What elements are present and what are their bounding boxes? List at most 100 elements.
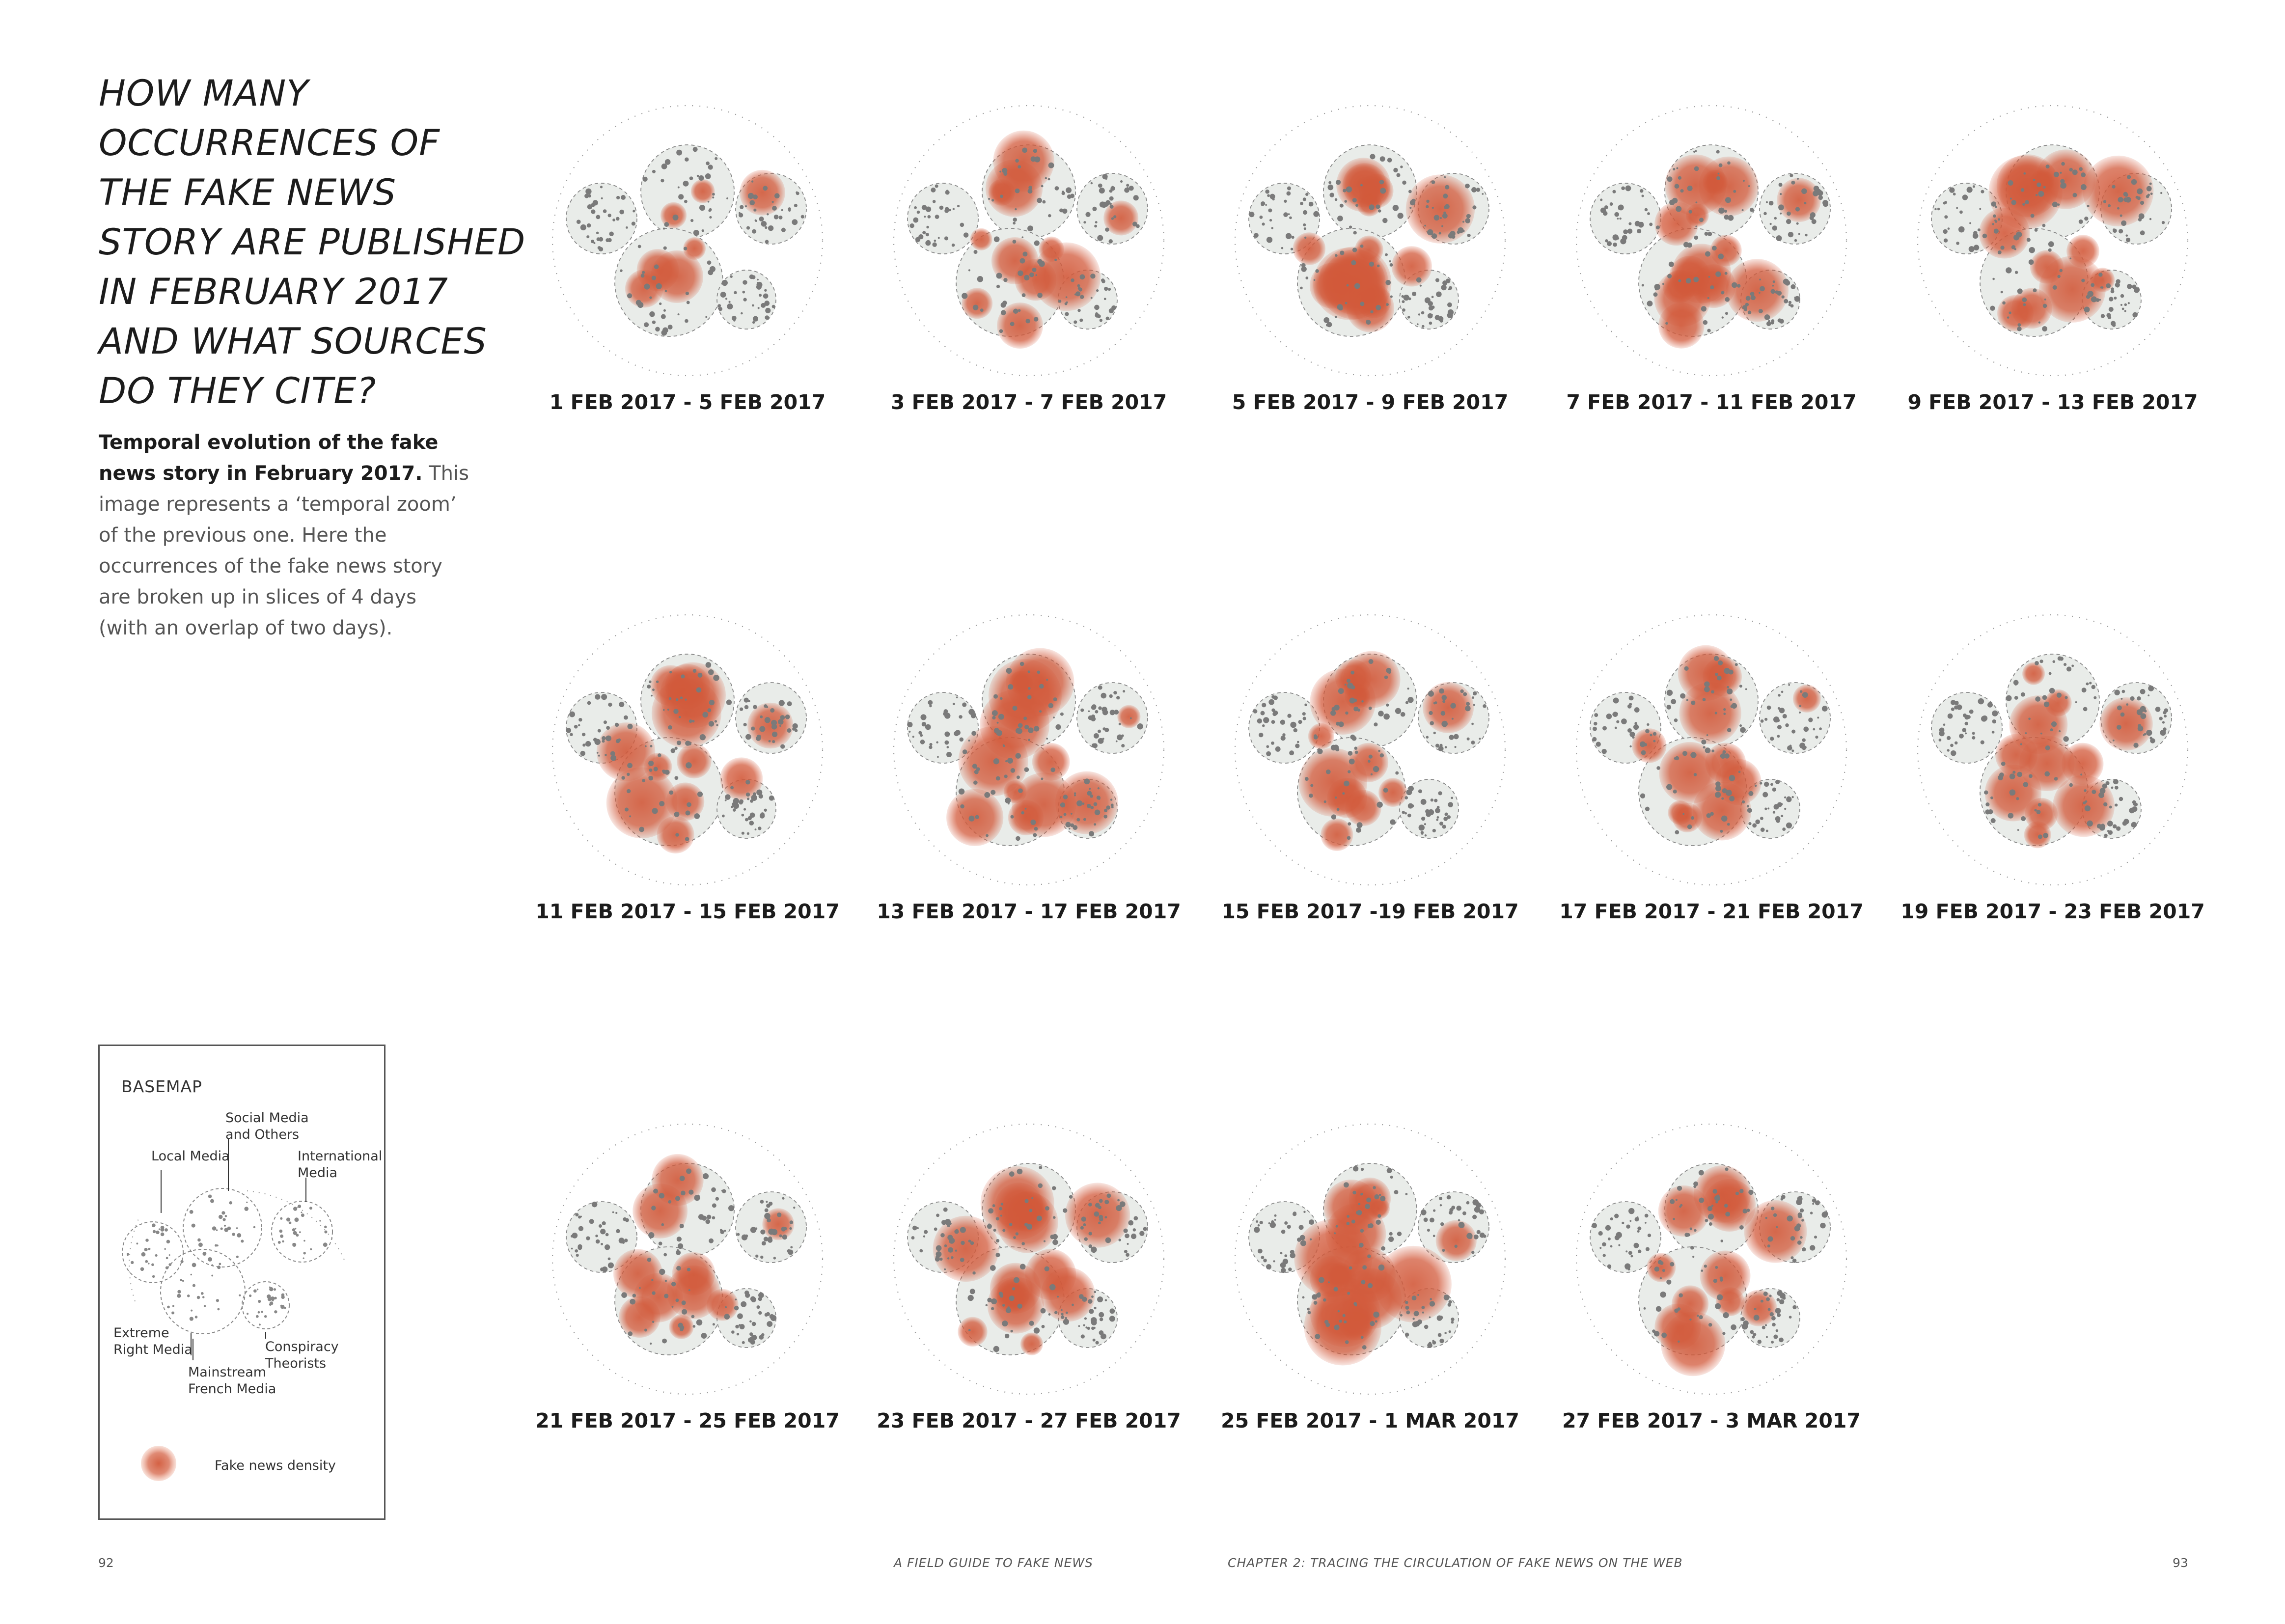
node [752,321,755,324]
legend-node [299,1231,301,1233]
node-layer [566,662,798,842]
node [688,719,692,723]
legend-node [211,1264,214,1266]
legend-node [267,1294,271,1299]
node [587,204,593,210]
node [922,231,926,235]
node [1733,190,1736,193]
node [1754,784,1757,787]
node [2121,220,2127,226]
node [2120,697,2123,700]
density-blob [650,250,704,303]
node [1702,698,1706,701]
legend-node [215,1244,218,1247]
node [2132,284,2137,289]
node [2035,661,2039,665]
node [764,301,770,306]
node [2140,230,2145,236]
node [664,159,671,165]
node [968,740,970,742]
node [1083,221,1086,224]
node [701,1333,707,1339]
node [1098,183,1102,188]
node [728,301,731,303]
node [1424,297,1431,303]
legend-label-international: International Media [298,1149,383,1181]
density-blob [2061,743,2104,785]
node [1728,215,1734,221]
node [908,730,911,733]
node [1759,292,1761,294]
node [1718,254,1723,259]
node [1395,708,1402,714]
node [1065,822,1071,827]
node [1629,1220,1632,1222]
node [2079,167,2083,171]
node [620,269,623,272]
legend-node [270,1296,275,1301]
node [1614,726,1617,729]
node [1821,706,1828,712]
legend-node [292,1228,296,1232]
node [1040,1308,1046,1314]
node [2050,728,2053,732]
node [1707,1206,1713,1211]
node [1448,1330,1451,1333]
node [1720,753,1726,759]
node [706,161,710,165]
density-layer [1298,651,1474,851]
node [1265,189,1269,194]
node [1638,1249,1642,1253]
node [1768,200,1774,206]
node [990,1265,996,1271]
node [972,304,979,311]
node [1266,751,1271,756]
network-map [1234,105,1506,377]
node [1653,740,1656,743]
node [1083,818,1086,821]
density-blob [2053,775,2115,837]
density-blob [1293,232,1326,265]
density-blob [720,757,763,800]
node [1010,815,1014,819]
node [1269,219,1272,222]
node [1434,798,1438,802]
outer-ring [551,614,824,886]
node [1143,1227,1147,1231]
node [912,1225,917,1231]
node [661,314,666,319]
node [1704,232,1708,236]
node [1760,286,1765,292]
node [741,813,744,817]
node [601,1242,604,1245]
node [677,1243,684,1249]
node [731,315,737,321]
node [1718,163,1723,167]
legend-node [155,1254,158,1257]
legend-node [148,1263,150,1265]
node [1271,720,1275,724]
node [610,751,615,756]
node [1727,823,1730,826]
density-blob [1405,174,1475,244]
node [1052,1216,1056,1219]
node [1723,1312,1729,1319]
node [1765,829,1768,832]
node [993,236,1000,243]
node [1078,1325,1080,1327]
node [2086,295,2091,299]
node [1423,1217,1428,1222]
node [1766,1297,1770,1301]
node [1096,289,1099,292]
node [1280,736,1286,741]
node [757,307,760,309]
node [1407,813,1411,818]
legend-node [253,1289,257,1293]
node [1354,746,1358,750]
node [1757,1340,1762,1344]
map-date-label: 9 FEB 2017 - 13 FEB 2017 [1907,390,2198,414]
node [1113,690,1117,695]
density-blob [997,303,1044,349]
node [1792,1305,1797,1310]
node [1009,1295,1015,1301]
